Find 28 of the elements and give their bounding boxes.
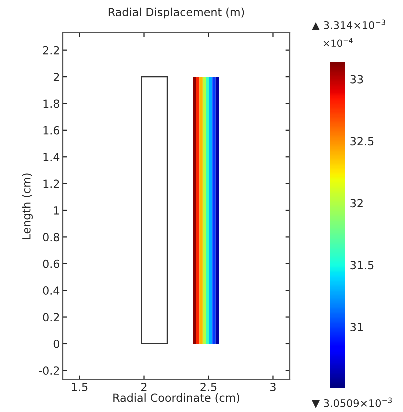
text: ▲ 3.314×10$^{−3}$ (312, 20, 386, 30)
chart-title: Radial Displacement (m) (108, 8, 244, 19)
x-tick-label: 3 (270, 382, 276, 392)
y-tick-label: 2.2 (43, 46, 60, 55)
y-tick-label: 1 (54, 206, 60, 215)
x-tick-label: 1.5 (72, 383, 88, 392)
y-tick-label: 1.8 (44, 100, 60, 108)
color-bar-label: 33 (350, 75, 364, 84)
y-tick-label: 2 (54, 73, 60, 82)
x-axis-title: Radial Coordinate (cm) (114, 394, 240, 404)
color-bar-label: 32.5 (350, 137, 374, 146)
y-tick-label: 0.2 (43, 313, 60, 322)
color-bar-label: 31 (350, 323, 363, 332)
color-bar-label: 32 (350, 199, 363, 208)
y-tick-label: 1.4 (44, 153, 60, 162)
y-tick-label: 0.6 (43, 260, 60, 268)
y-tick-label: 0.8 (43, 233, 60, 242)
y-axis-title: Length (cm) (22, 174, 33, 240)
x-tick-label: 2.5 (200, 382, 217, 392)
y-tick-label: 0 (54, 340, 60, 348)
x-tick-label: 2 (142, 382, 147, 392)
text: ▼ 3.0509×10$^{−3}$ (312, 398, 392, 408)
y-tick-label: 1.2 (44, 180, 60, 188)
y-tick-label: 0.4 (43, 286, 60, 295)
color-bar-label: 31.5 (350, 261, 374, 270)
y-tick-label: -0.2 (39, 366, 60, 376)
color-bar-title: ×10$^{−4}$ (324, 38, 353, 48)
y-tick-label: 1.6 (44, 126, 60, 135)
